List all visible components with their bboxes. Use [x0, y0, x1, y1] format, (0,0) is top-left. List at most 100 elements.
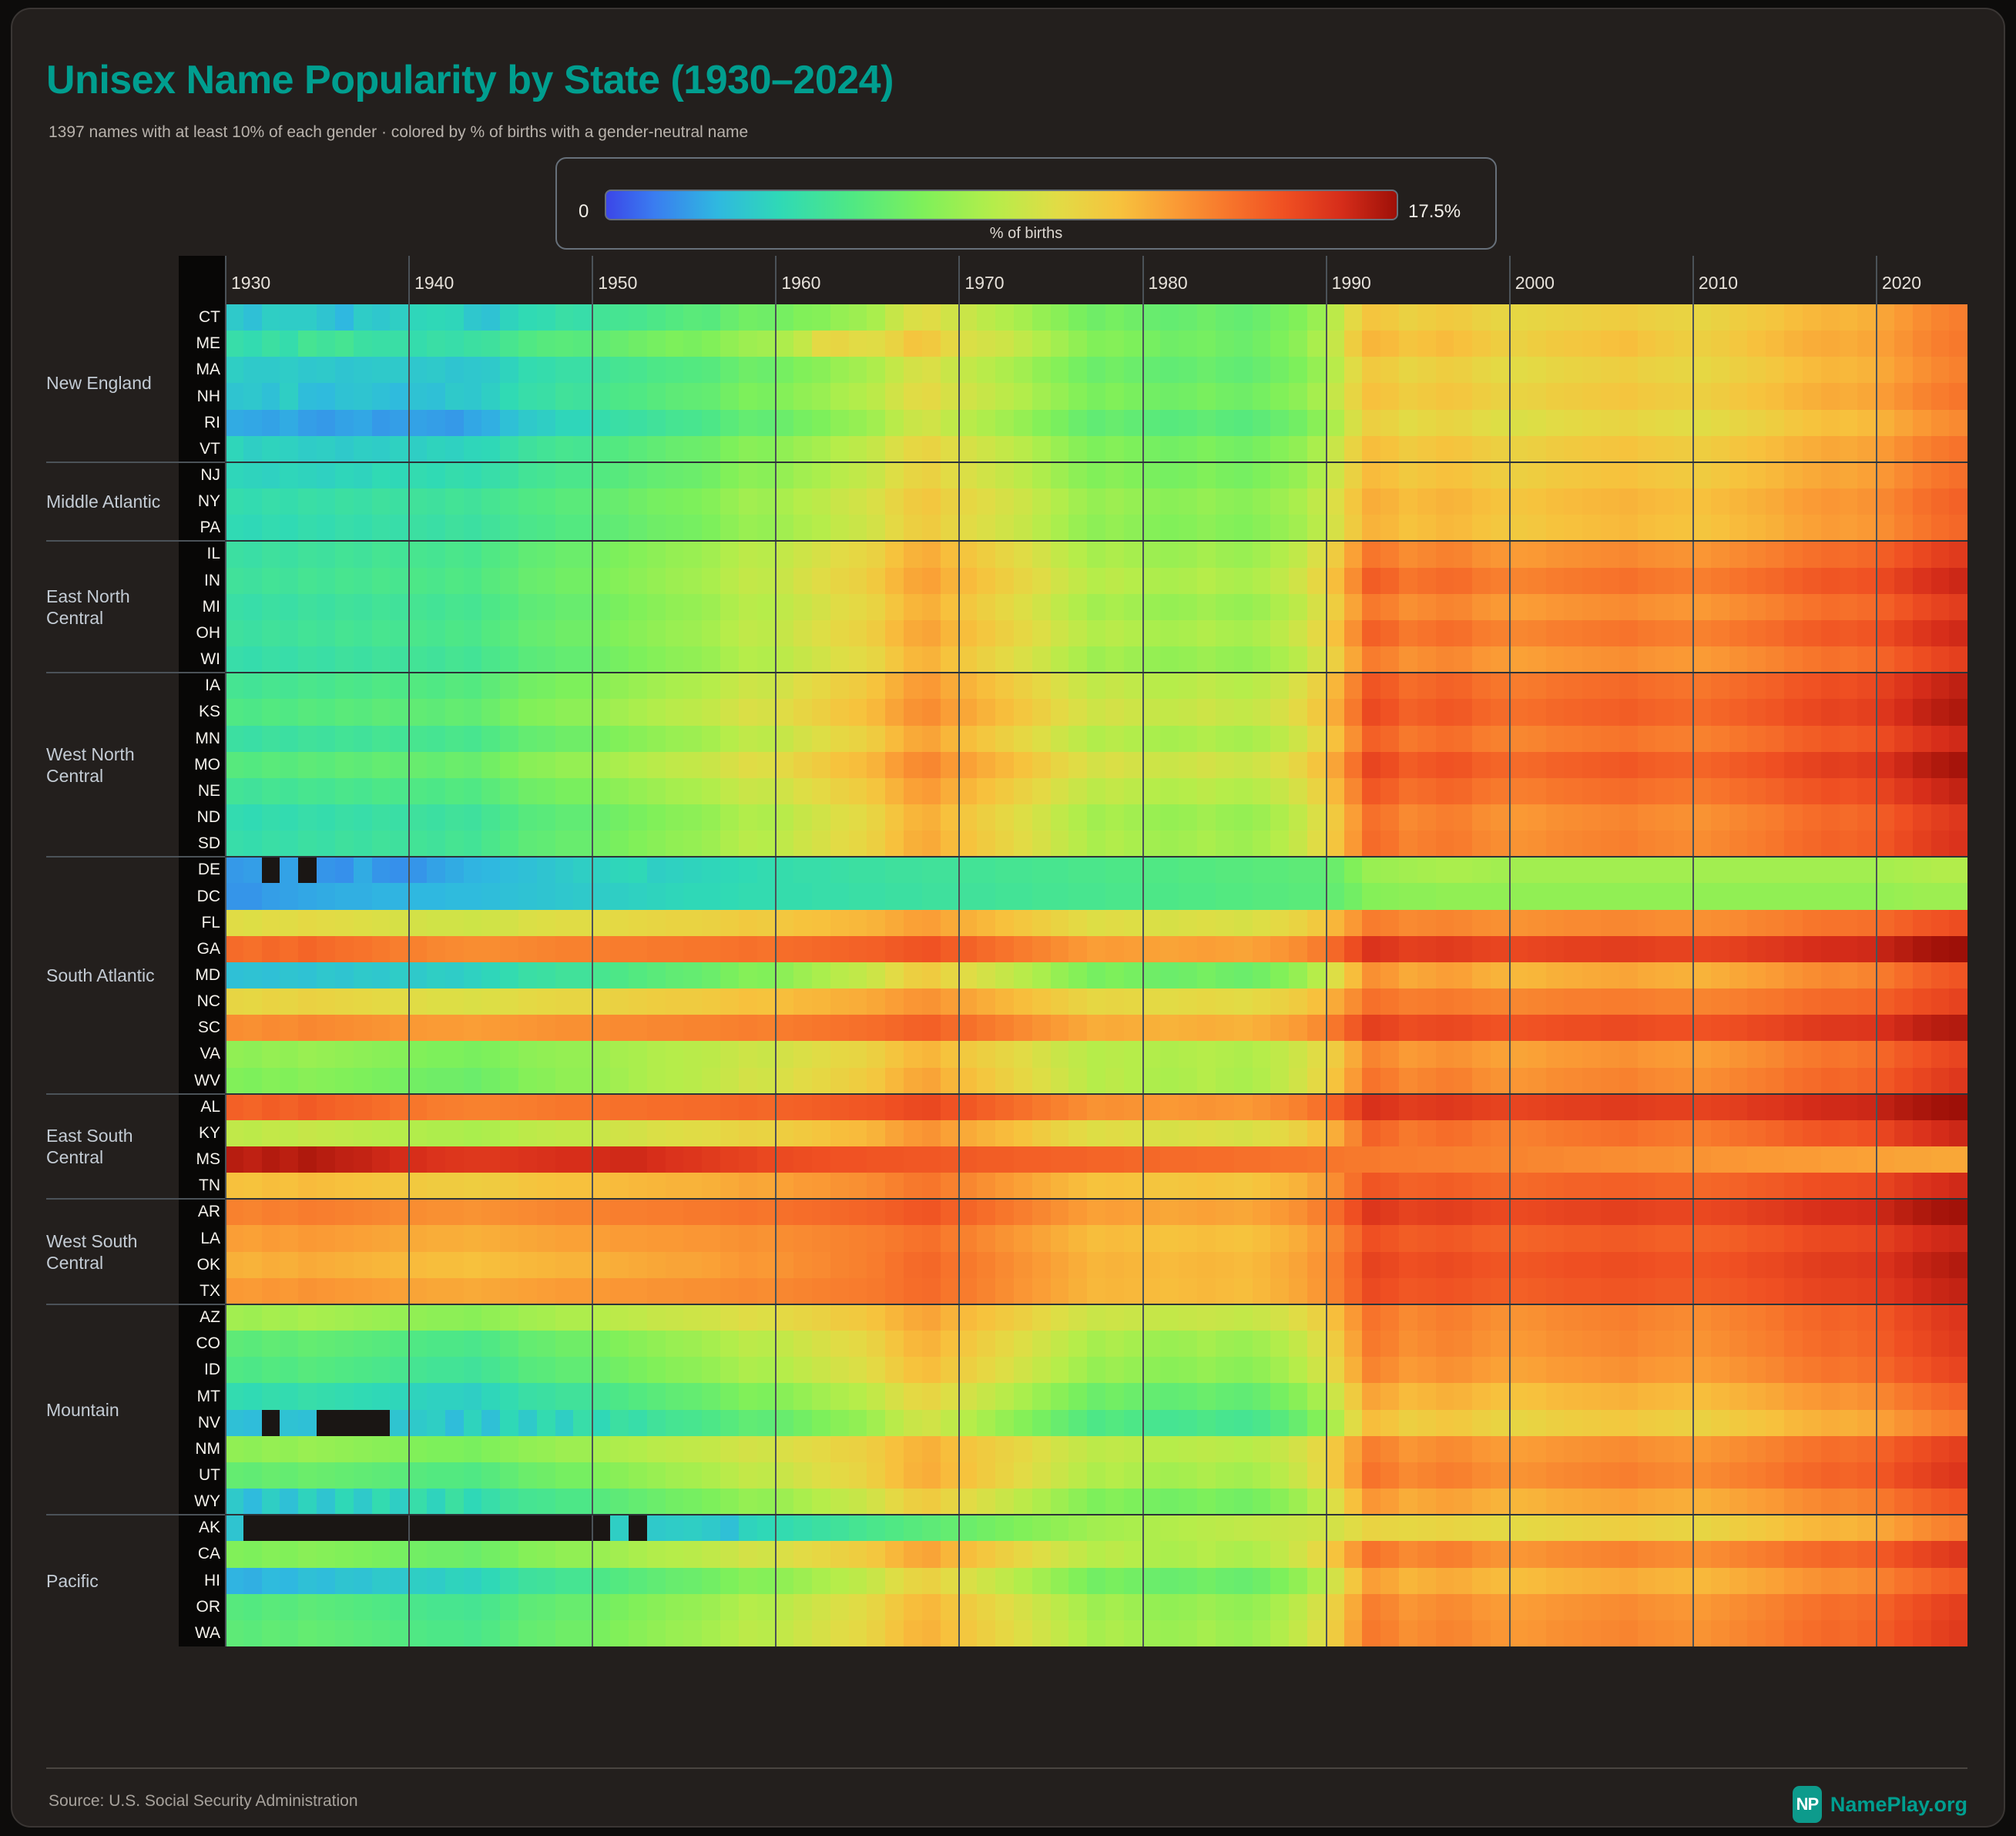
heatmap-cell[interactable]: [1087, 541, 1105, 568]
heatmap-cell[interactable]: [921, 1225, 941, 1252]
heatmap-cell[interactable]: [1491, 1146, 1509, 1173]
heatmap-cell[interactable]: [610, 751, 629, 778]
heatmap-cell[interactable]: [317, 1567, 335, 1594]
heatmap-cell[interactable]: [1674, 1251, 1692, 1278]
heatmap-cell[interactable]: [977, 988, 996, 1015]
heatmap-row[interactable]: [225, 1093, 1968, 1120]
heatmap-cell[interactable]: [1289, 515, 1307, 542]
heatmap-cell[interactable]: [830, 488, 849, 515]
heatmap-cell[interactable]: [1289, 962, 1307, 989]
heatmap-cell[interactable]: [628, 1015, 647, 1042]
heatmap-cell[interactable]: [995, 435, 1014, 462]
heatmap-cell[interactable]: [1068, 1015, 1088, 1042]
heatmap-cell[interactable]: [756, 409, 776, 436]
heatmap-cell[interactable]: [775, 777, 794, 804]
heatmap-cell[interactable]: [1930, 1067, 1950, 1094]
heatmap-cell[interactable]: [1013, 883, 1032, 910]
heatmap-cell[interactable]: [1564, 1277, 1583, 1304]
heatmap-cell[interactable]: [1454, 383, 1473, 410]
heatmap-cell[interactable]: [885, 488, 904, 515]
heatmap-cell[interactable]: [1179, 1119, 1198, 1146]
heatmap-cell[interactable]: [812, 1067, 830, 1094]
heatmap-cell[interactable]: [1857, 1146, 1877, 1173]
heatmap-cell[interactable]: [317, 462, 335, 489]
heatmap-cell[interactable]: [793, 1304, 812, 1331]
heatmap-cell[interactable]: [444, 883, 464, 910]
heatmap-cell[interactable]: [1289, 725, 1307, 752]
heatmap-cell[interactable]: [1582, 1225, 1601, 1252]
heatmap-cell[interactable]: [592, 1146, 611, 1173]
heatmap-cell[interactable]: [1949, 1304, 1968, 1331]
heatmap-cell[interactable]: [1839, 857, 1858, 884]
heatmap-cell[interactable]: [848, 1567, 867, 1594]
heatmap-cell[interactable]: [1802, 1093, 1821, 1120]
heatmap-cell[interactable]: [1380, 857, 1399, 884]
heatmap-cell[interactable]: [1399, 383, 1417, 410]
heatmap-cell[interactable]: [793, 593, 812, 620]
heatmap-cell[interactable]: [1582, 1541, 1601, 1568]
heatmap-cell[interactable]: [444, 1593, 464, 1620]
heatmap-cell[interactable]: [665, 857, 684, 884]
heatmap-cell[interactable]: [1710, 935, 1729, 962]
heatmap-cell[interactable]: [1417, 988, 1436, 1015]
heatmap-cell[interactable]: [628, 1331, 647, 1358]
heatmap-cell[interactable]: [1417, 331, 1436, 357]
heatmap-cell[interactable]: [1545, 831, 1565, 858]
heatmap-cell[interactable]: [1564, 699, 1583, 726]
heatmap-cell[interactable]: [1674, 1015, 1692, 1042]
heatmap-cell[interactable]: [1564, 883, 1583, 910]
heatmap-cell[interactable]: [646, 1331, 666, 1358]
heatmap-cell[interactable]: [1270, 1357, 1290, 1384]
heatmap-cell[interactable]: [518, 1277, 537, 1304]
heatmap-cell[interactable]: [1912, 1015, 1931, 1042]
heatmap-cell[interactable]: [1894, 1331, 1913, 1358]
heatmap-cell[interactable]: [518, 1119, 537, 1146]
heatmap-cell[interactable]: [1527, 409, 1546, 436]
heatmap-cell[interactable]: [1674, 1041, 1692, 1068]
heatmap-cell[interactable]: [1894, 488, 1913, 515]
heatmap-cell[interactable]: [390, 304, 409, 331]
heatmap-cell[interactable]: [481, 751, 501, 778]
heatmap-cell[interactable]: [940, 541, 959, 568]
heatmap-cell[interactable]: [610, 1435, 629, 1462]
heatmap-cell[interactable]: [1582, 857, 1601, 884]
heatmap-cell[interactable]: [995, 1199, 1014, 1226]
heatmap-cell[interactable]: [481, 1199, 501, 1226]
heatmap-cell[interactable]: [646, 1567, 666, 1594]
heatmap-cell[interactable]: [1692, 673, 1711, 700]
heatmap-cell[interactable]: [793, 1541, 812, 1568]
heatmap-cell[interactable]: [646, 462, 666, 489]
heatmap-cell[interactable]: [408, 988, 427, 1015]
heatmap-cell[interactable]: [500, 1435, 518, 1462]
heatmap-cell[interactable]: [1912, 831, 1931, 858]
heatmap-cell[interactable]: [812, 1041, 830, 1068]
heatmap-cell[interactable]: [371, 1331, 391, 1358]
heatmap-cell[interactable]: [592, 804, 611, 831]
heatmap-cell[interactable]: [317, 1331, 335, 1358]
heatmap-cell[interactable]: [702, 541, 720, 568]
heatmap-cell[interactable]: [1766, 1277, 1785, 1304]
heatmap-cell[interactable]: [756, 988, 776, 1015]
heatmap-cell[interactable]: [921, 1331, 941, 1358]
heatmap-cell[interactable]: [1655, 1541, 1675, 1568]
heatmap-cell[interactable]: [298, 1199, 317, 1226]
heatmap-cell[interactable]: [463, 857, 482, 884]
heatmap-cell[interactable]: [317, 1173, 335, 1200]
heatmap-cell[interactable]: [261, 462, 280, 489]
heatmap-cell[interactable]: [940, 777, 959, 804]
heatmap-cell[interactable]: [1123, 515, 1142, 542]
heatmap-cell[interactable]: [940, 1041, 959, 1068]
heatmap-cell[interactable]: [1876, 1620, 1894, 1646]
heatmap-cell[interactable]: [1692, 1541, 1711, 1568]
heatmap-cell[interactable]: [1179, 988, 1198, 1015]
heatmap-cell[interactable]: [683, 1304, 703, 1331]
heatmap-cell[interactable]: [1454, 1251, 1473, 1278]
heatmap-cell[interactable]: [1068, 831, 1088, 858]
heatmap-cell[interactable]: [720, 1119, 739, 1146]
heatmap-cell[interactable]: [1179, 619, 1198, 647]
heatmap-cell[interactable]: [1068, 1146, 1088, 1173]
heatmap-cell[interactable]: [555, 462, 574, 489]
heatmap-cell[interactable]: [1068, 1462, 1088, 1489]
heatmap-cell[interactable]: [1362, 725, 1381, 752]
heatmap-cell[interactable]: [628, 1515, 647, 1542]
